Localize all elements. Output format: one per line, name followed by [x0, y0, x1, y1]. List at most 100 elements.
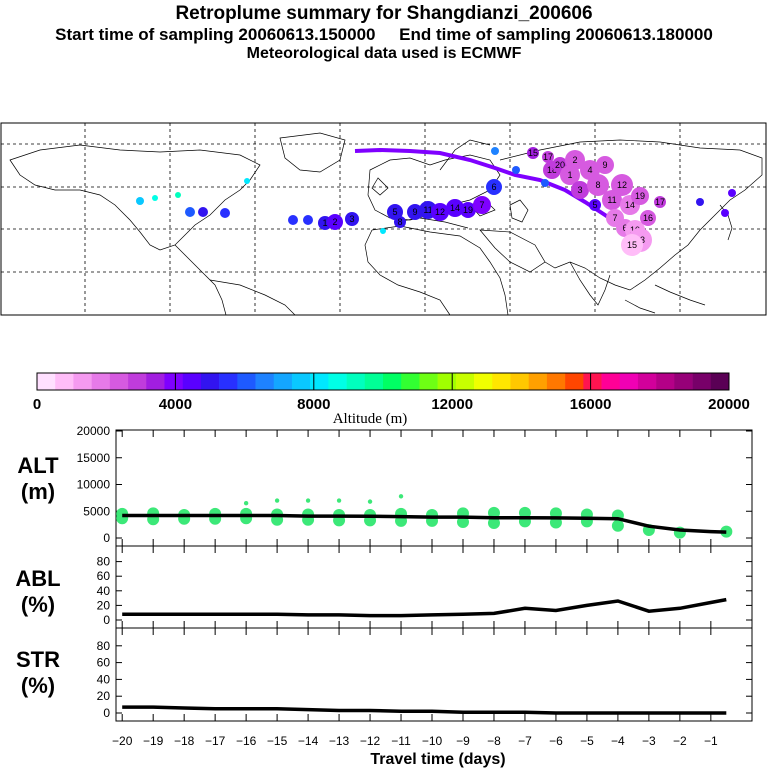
colorbar-cell	[55, 373, 74, 390]
colorbar-tick-label: 12000	[431, 396, 473, 413]
y-tick-label: 5000	[83, 504, 110, 518]
map-cluster-dot	[185, 207, 195, 217]
y-tick-label: 40	[97, 584, 111, 598]
x-tick-label: −11	[391, 734, 411, 748]
map-cluster-label: 19	[463, 205, 473, 215]
map-cluster-dot	[728, 189, 736, 197]
map-cluster-label: 15	[528, 148, 538, 158]
colorbar-cell	[310, 373, 329, 390]
map-cluster-label: 7	[612, 213, 617, 223]
map-cluster-dot	[175, 192, 181, 198]
x-tick-label: −16	[236, 734, 257, 748]
colorbar-cell	[273, 373, 293, 390]
y-tick-label: 15000	[77, 451, 111, 465]
colorbar-cell	[583, 373, 602, 390]
map-cluster-label: 6	[491, 182, 496, 192]
map-cluster-dot	[460, 202, 476, 218]
map-cluster-label: 3	[577, 185, 582, 195]
x-tick-label: −8	[487, 734, 501, 748]
map-cluster-dot	[527, 147, 539, 159]
colorbar-cell	[255, 373, 275, 390]
map-cluster-label: 12	[617, 180, 627, 190]
colorbar-cell	[492, 373, 511, 390]
x-tick-label: −9	[456, 734, 470, 748]
map-cluster-label: 8	[397, 217, 402, 227]
x-tick-label: −20	[112, 734, 133, 748]
y-tick-label: 0	[103, 531, 110, 545]
x-tick-label: −14	[298, 734, 319, 748]
map-cluster-label: 20	[555, 160, 565, 170]
y-tick-label: 60	[97, 569, 111, 583]
x-tick-label: −3	[642, 734, 656, 748]
map-cluster-dot	[244, 178, 250, 184]
map-cluster-label: 4	[587, 165, 592, 175]
cluster-altitude-point	[518, 506, 531, 519]
map-cluster-dot	[394, 216, 406, 228]
map-cluster-label: 17	[655, 197, 665, 207]
x-tick-label: −18	[174, 734, 195, 748]
colorbar-cell	[510, 373, 529, 390]
colorbar-cell	[237, 373, 256, 390]
y-tick-label: 10000	[77, 478, 111, 492]
map-cluster-dot	[640, 210, 656, 226]
x-tick-label: −17	[205, 734, 226, 748]
colorbar-cell	[146, 373, 165, 390]
map-cluster-dot	[446, 199, 464, 217]
x-tick-label: −4	[611, 734, 625, 748]
sampling-period: Start time of sampling 20060613.150000 E…	[55, 25, 713, 44]
map-cluster-dot	[491, 147, 499, 155]
x-tick-label: −19	[143, 734, 164, 748]
cluster-altitude-point	[367, 499, 373, 504]
colorbar-cell	[619, 373, 639, 390]
map-cluster-dot	[380, 228, 386, 234]
map-cluster-label: 5	[592, 200, 597, 210]
cluster-altitude-point	[456, 515, 469, 528]
colorbar-cells	[37, 373, 730, 390]
altitude-colorbar: 0 4000 8000 12000 16000 20000 Altitude (m)	[33, 372, 750, 427]
y-tick-label: 20	[97, 689, 111, 703]
map-cluster-dot	[136, 197, 144, 205]
map-cluster-dot	[486, 179, 502, 195]
y-tick-label: 0	[103, 613, 110, 627]
map-cluster-dot	[198, 207, 208, 217]
map-cluster-label: 19	[635, 191, 645, 201]
cluster-altitude-point	[398, 494, 404, 499]
series-line-alt	[122, 513, 727, 534]
panel-title: (%)	[21, 592, 55, 617]
x-tick-label: −12	[360, 734, 381, 748]
map-cluster-label: 11	[423, 205, 432, 215]
cluster-altitude-point	[274, 498, 280, 503]
colorbar-cell	[383, 373, 402, 390]
map-cluster-label: 2	[572, 155, 577, 165]
map-cluster-label: 1	[322, 218, 327, 228]
colorbar-cell	[437, 373, 457, 390]
map-cluster-label: 15	[627, 240, 637, 250]
y-tick-label: 80	[97, 639, 111, 653]
map-cluster-dot	[631, 187, 649, 205]
colorbar-cell	[656, 373, 675, 390]
map-cluster-dot	[596, 156, 614, 174]
map-cluster-dot	[602, 190, 622, 210]
colorbar-cell	[182, 373, 202, 390]
map-cluster-dot	[387, 204, 403, 220]
colorbar-cell	[546, 373, 566, 390]
cluster-altitude-point	[611, 519, 624, 532]
map-cluster-label: 9	[602, 160, 607, 170]
map-cluster-label: 17	[543, 152, 553, 162]
colorbar-cell	[710, 373, 730, 390]
x-tick-label: −6	[549, 734, 563, 748]
panel-title: (m)	[21, 479, 55, 504]
met-data-note: Meteorological data used is ECMWF	[246, 45, 522, 62]
map-cluster-label: 14	[450, 203, 460, 213]
map-frame	[0, 122, 767, 316]
cluster-altitude-point	[487, 506, 500, 519]
map-cluster-dot	[565, 150, 585, 170]
series-line-str	[122, 705, 727, 715]
x-axis-label: Travel time (days)	[370, 751, 505, 768]
colorbar-cell	[346, 373, 366, 390]
coastlines	[9, 132, 763, 316]
x-tick-label: −1	[704, 734, 718, 748]
colorbar-cell	[128, 373, 147, 390]
